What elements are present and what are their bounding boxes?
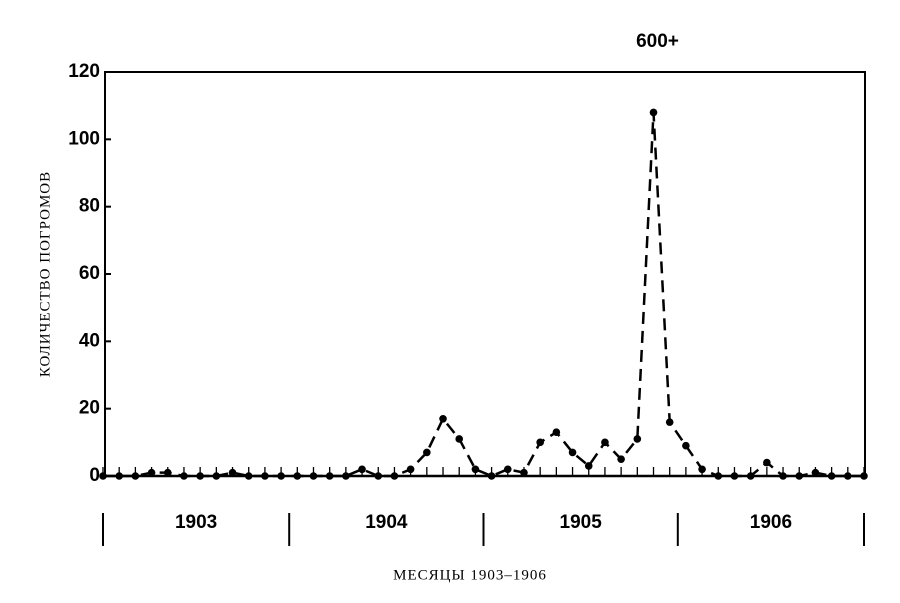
point [503, 465, 512, 474]
point [277, 472, 285, 480]
y-tick-label: 40 [79, 330, 100, 351]
point [811, 468, 820, 477]
y-axis-label: КОЛИЧЕСТВО ПОГРОМОВ [37, 171, 53, 377]
point [584, 462, 593, 470]
point [180, 472, 188, 480]
point [325, 472, 334, 480]
point [552, 428, 561, 437]
year-label: 1906 [750, 512, 792, 533]
point [860, 472, 868, 480]
y-tick-label: 120 [68, 61, 100, 82]
point [487, 472, 496, 480]
point [374, 472, 383, 480]
point [471, 465, 480, 474]
point [682, 441, 690, 450]
line [103, 112, 864, 478]
year-label: 1903 [175, 512, 217, 533]
point [698, 465, 706, 474]
annotation: 600+ [636, 31, 679, 52]
point [617, 455, 625, 463]
point [633, 435, 642, 443]
point [309, 472, 318, 480]
y-tick-label: 60 [79, 263, 100, 284]
point [455, 435, 464, 443]
point [665, 418, 674, 426]
point [649, 108, 658, 117]
point [212, 472, 221, 480]
y-tick-label: 20 [79, 398, 100, 419]
year-label: 1904 [365, 512, 408, 533]
point [147, 468, 156, 477]
point [293, 472, 302, 480]
point [746, 472, 755, 480]
point [601, 438, 609, 447]
y-tick-label: 0 [89, 465, 100, 486]
point [406, 465, 415, 474]
point [261, 472, 269, 480]
y-tick-label: 100 [68, 128, 100, 149]
point [439, 414, 447, 423]
y-tick-label: 80 [79, 196, 100, 217]
point [714, 472, 723, 480]
point [390, 472, 399, 480]
point [827, 472, 836, 480]
point [795, 472, 804, 480]
x-axis-label: МЕСЯЦЫ 1903–1906 [393, 567, 547, 583]
plot-frame [104, 71, 866, 477]
point [99, 472, 107, 480]
point [196, 472, 204, 480]
point [730, 472, 739, 480]
point [844, 472, 852, 480]
point [163, 468, 172, 477]
point [244, 472, 253, 480]
point [763, 458, 771, 467]
point [568, 448, 577, 457]
point [342, 472, 350, 480]
point [131, 472, 140, 480]
point [358, 465, 366, 474]
point [779, 472, 787, 480]
point [536, 438, 544, 447]
point [520, 468, 528, 477]
point [228, 468, 237, 477]
point [115, 472, 123, 480]
point [423, 448, 431, 457]
year-label: 1905 [560, 512, 603, 533]
